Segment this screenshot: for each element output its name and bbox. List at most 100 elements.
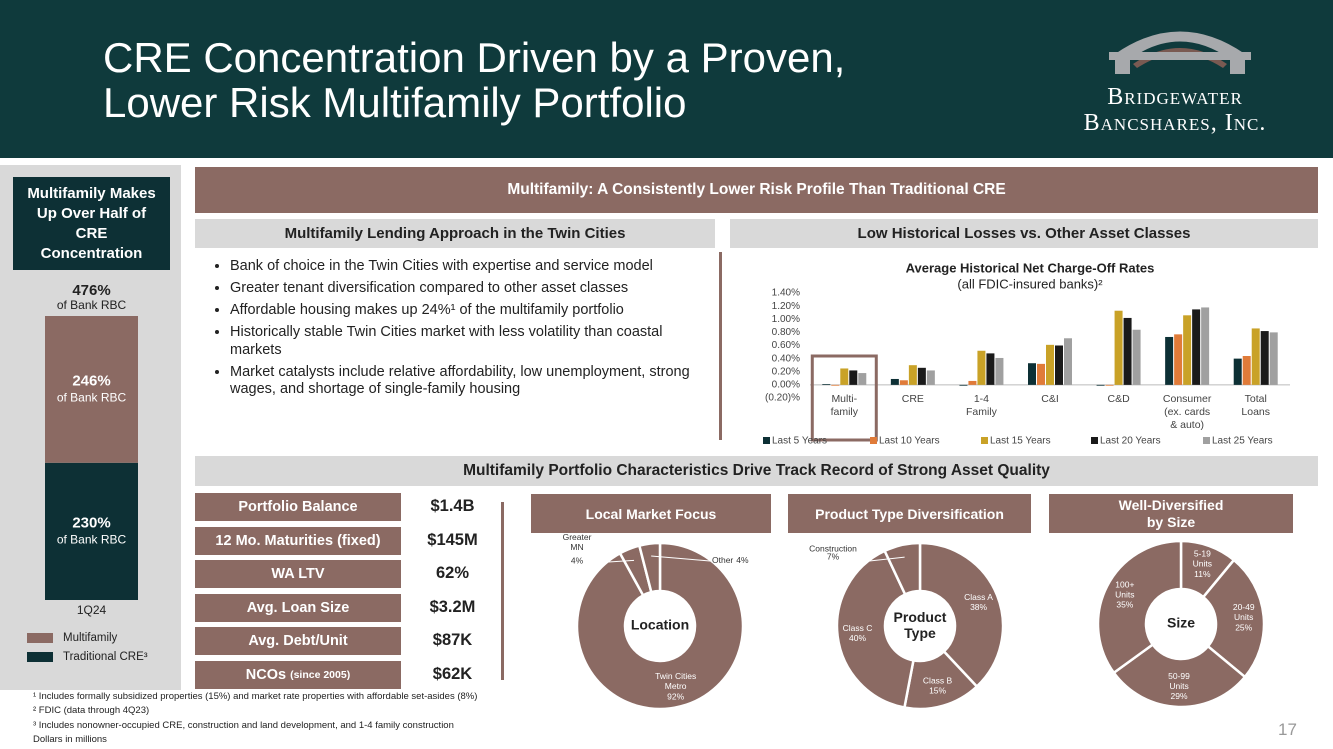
footnote: ² FDIC (data through 4Q23) xyxy=(33,705,150,717)
y-tick-label: 0.60% xyxy=(772,340,800,351)
bar xyxy=(1242,356,1251,385)
legend-swatch xyxy=(870,437,877,444)
x-tick-label: C&D xyxy=(1107,393,1130,405)
metric-label: NCOs (since 2005) xyxy=(195,660,401,689)
slice-label: Greater MN xyxy=(563,532,592,552)
metric-value: $3.2M xyxy=(429,597,476,616)
slice-label: 20-49 Units xyxy=(1233,602,1255,622)
x-tick-label: C&I xyxy=(1041,393,1059,405)
bar xyxy=(917,367,926,385)
logo-text: Bancshares, Inc. xyxy=(1083,110,1267,136)
slice-label: Construction xyxy=(809,543,857,553)
legend-label: Last 25 Years xyxy=(1212,436,1273,447)
metric-label: Portfolio Balance xyxy=(195,493,401,521)
legend-swatch xyxy=(27,633,53,643)
bullet: Bank of choice in the Twin Cities with e… xyxy=(230,258,705,276)
bar xyxy=(1105,384,1114,386)
bullet: Market catalysts include relative afford… xyxy=(230,364,705,399)
slice-value: 25% xyxy=(1235,622,1252,632)
bar xyxy=(1233,358,1242,385)
bar xyxy=(1037,363,1045,385)
metric-value: $87K xyxy=(432,631,473,649)
section-heading: Multifamily Portfolio Characteristics Dr… xyxy=(195,456,1318,486)
center-label: Product Type xyxy=(894,609,947,641)
bullet: Affordable housing makes up 24%¹ of the … xyxy=(230,302,705,320)
divider xyxy=(501,502,504,680)
slice-label: 5-19 Units xyxy=(1193,549,1212,569)
highlight-box xyxy=(810,354,878,442)
metric-label-note: (since 2005) xyxy=(290,668,351,681)
footnote: ³ Includes nonowner-occupied CRE, constr… xyxy=(33,719,454,731)
total-label: 476% xyxy=(72,282,110,299)
bar xyxy=(1123,317,1132,385)
x-tick-label: 1-4 Family xyxy=(966,393,998,418)
total-note: of Bank RBC xyxy=(57,298,127,312)
center-label: Location xyxy=(631,617,689,633)
slice-value: 29% xyxy=(1171,691,1188,701)
pie-slice xyxy=(882,541,922,596)
y-tick-label: 1.40% xyxy=(772,288,800,299)
bullet: Historically stable Twin Cities market w… xyxy=(230,324,705,359)
bar xyxy=(1183,315,1192,385)
slice-value: 11% xyxy=(1194,569,1211,579)
slice-value: 4% xyxy=(571,555,584,565)
bar-segment xyxy=(45,316,138,463)
bar xyxy=(1260,331,1269,385)
metric-value: $145M xyxy=(427,530,478,549)
bar xyxy=(1046,344,1054,385)
metric-value: $62K xyxy=(432,664,473,683)
divider xyxy=(719,252,722,440)
x-tick-label: CRE xyxy=(902,393,924,405)
section-banner: Multifamily: A Consistently Lower Risk P… xyxy=(195,167,1318,213)
y-tick-label: 1.20% xyxy=(772,301,800,312)
segment-label: 230% xyxy=(72,514,110,531)
leader-line xyxy=(576,559,635,565)
bar xyxy=(1174,334,1183,385)
sidebar-title: Multifamily Makes Up Over Half of CRE Co… xyxy=(13,177,170,270)
bar xyxy=(1114,310,1123,385)
chart-title: Product Type Diversification xyxy=(788,494,1031,533)
bar xyxy=(1269,332,1278,385)
legend-swatch xyxy=(27,652,53,662)
x-tick-label: 1Q24 xyxy=(77,603,107,617)
slice-label: Class A xyxy=(964,592,993,602)
chart-title: Well-Diversified by Size xyxy=(1049,494,1293,533)
pie-slice xyxy=(835,549,915,709)
section-heading: Multifamily Lending Approach in the Twin… xyxy=(195,219,715,248)
bar xyxy=(1201,307,1210,385)
metric-label: Avg. Loan Size xyxy=(195,593,401,622)
bullet-list: Bank of choice in the Twin Cities with e… xyxy=(205,258,705,403)
metric-label: Avg. Debt/Unit xyxy=(195,627,401,655)
segment-note: of Bank RBC xyxy=(57,391,127,405)
bullet: Greater tenant diversification compared … xyxy=(230,280,705,298)
pie-slice xyxy=(575,541,745,711)
y-tick-label: 0.20% xyxy=(772,366,800,377)
bar xyxy=(1165,336,1174,385)
y-tick-label: 0.80% xyxy=(772,327,800,338)
y-tick-label: 0.40% xyxy=(772,353,800,364)
section-heading: Low Historical Losses vs. Other Asset Cl… xyxy=(730,219,1318,248)
slice-label: 50-99 Units xyxy=(1168,671,1190,691)
bar xyxy=(1096,384,1105,386)
pie-slice xyxy=(637,541,662,594)
legend-swatch xyxy=(1091,437,1098,444)
slice-label: 100+ Units xyxy=(1115,580,1134,600)
slice-label: Other 4% xyxy=(712,555,749,565)
metric-label-text: NCOs xyxy=(245,666,287,683)
slice-label: Class B xyxy=(923,676,953,686)
slice-label: Class C xyxy=(843,623,873,633)
legend-label: Last 10 Years xyxy=(879,436,940,447)
bar xyxy=(849,370,858,385)
center-label: Size xyxy=(1167,615,1195,631)
slice-value: 92% xyxy=(667,691,684,701)
pie-slice xyxy=(1112,642,1247,709)
chart-title: Local Market Focus xyxy=(531,494,771,533)
bar xyxy=(926,370,935,385)
logo-text: Bridgewater xyxy=(1107,84,1243,110)
bar xyxy=(840,368,849,385)
slice-value: 40% xyxy=(849,633,866,643)
bar xyxy=(1132,329,1141,385)
chart-title: Average Historical Net Charge-Off Rates xyxy=(906,260,1155,275)
leader-line xyxy=(651,555,711,562)
pie-slice xyxy=(1096,539,1183,675)
